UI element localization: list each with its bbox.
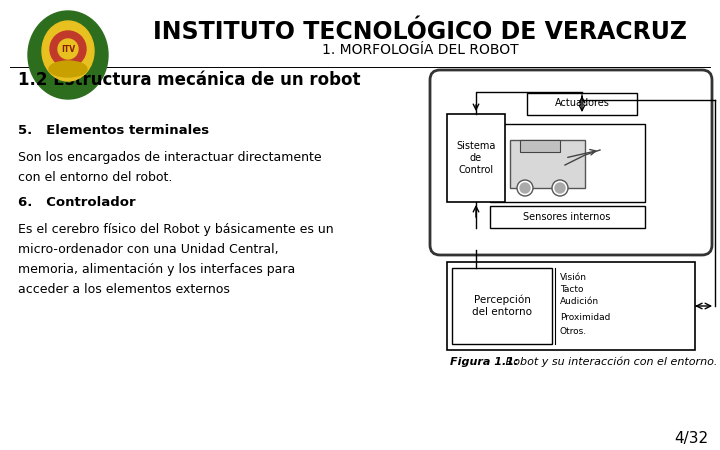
Text: Figura 1.1:: Figura 1.1:	[450, 357, 518, 367]
Text: Robot y su interacción con el entorno.: Robot y su interacción con el entorno.	[502, 357, 717, 367]
Bar	[527, 93, 637, 115]
Circle shape	[555, 183, 565, 193]
Text: Visión: Visión	[560, 273, 587, 282]
Text: Tacto: Tacto	[560, 284, 583, 293]
Text: Sistema
de
Control: Sistema de Control	[456, 141, 495, 175]
Text: Percepción
del entorno: Percepción del entorno	[472, 295, 532, 317]
Circle shape	[517, 180, 533, 196]
Bar	[510, 140, 585, 188]
FancyBboxPatch shape	[430, 70, 712, 255]
Text: 5.   Elementos terminales: 5. Elementos terminales	[18, 123, 209, 136]
Text: ITV: ITV	[61, 45, 75, 54]
Text: Es el cerebro físico del Robot y básicamente es un
micro-ordenador con una Unida: Es el cerebro físico del Robot y básicam…	[18, 223, 333, 296]
Text: INSTITUTO TECNOLÓGICO DE VERACRUZ: INSTITUTO TECNOLÓGICO DE VERACRUZ	[153, 20, 687, 44]
Bar	[447, 262, 695, 350]
Text: Otros.: Otros.	[560, 327, 587, 336]
Bar	[490, 124, 645, 202]
Bar	[447, 114, 505, 202]
Circle shape	[520, 183, 530, 193]
Circle shape	[552, 180, 568, 196]
Text: 1. MORFOLOGÍA DEL ROBOT: 1. MORFOLOGÍA DEL ROBOT	[322, 43, 518, 57]
Text: 1.2 Estructura mecánica de un robot: 1.2 Estructura mecánica de un robot	[18, 71, 361, 89]
Bar	[452, 268, 552, 344]
Circle shape	[50, 31, 86, 67]
Text: 4/32: 4/32	[674, 431, 708, 446]
Text: Audición: Audición	[560, 297, 599, 306]
Text: Son los encargados de interactuar directamente
con el entorno del robot.: Son los encargados de interactuar direct…	[18, 151, 322, 184]
Text: Sensores internos: Sensores internos	[523, 212, 611, 222]
Bar	[520, 140, 560, 152]
Text: 6.   Controlador: 6. Controlador	[18, 195, 135, 208]
Ellipse shape	[42, 21, 94, 81]
Ellipse shape	[49, 61, 87, 77]
Bar	[490, 206, 645, 228]
Text: Proximidad: Proximidad	[560, 312, 611, 321]
Ellipse shape	[28, 11, 108, 99]
Circle shape	[58, 39, 78, 59]
Text: Actuadores: Actuadores	[554, 98, 609, 108]
